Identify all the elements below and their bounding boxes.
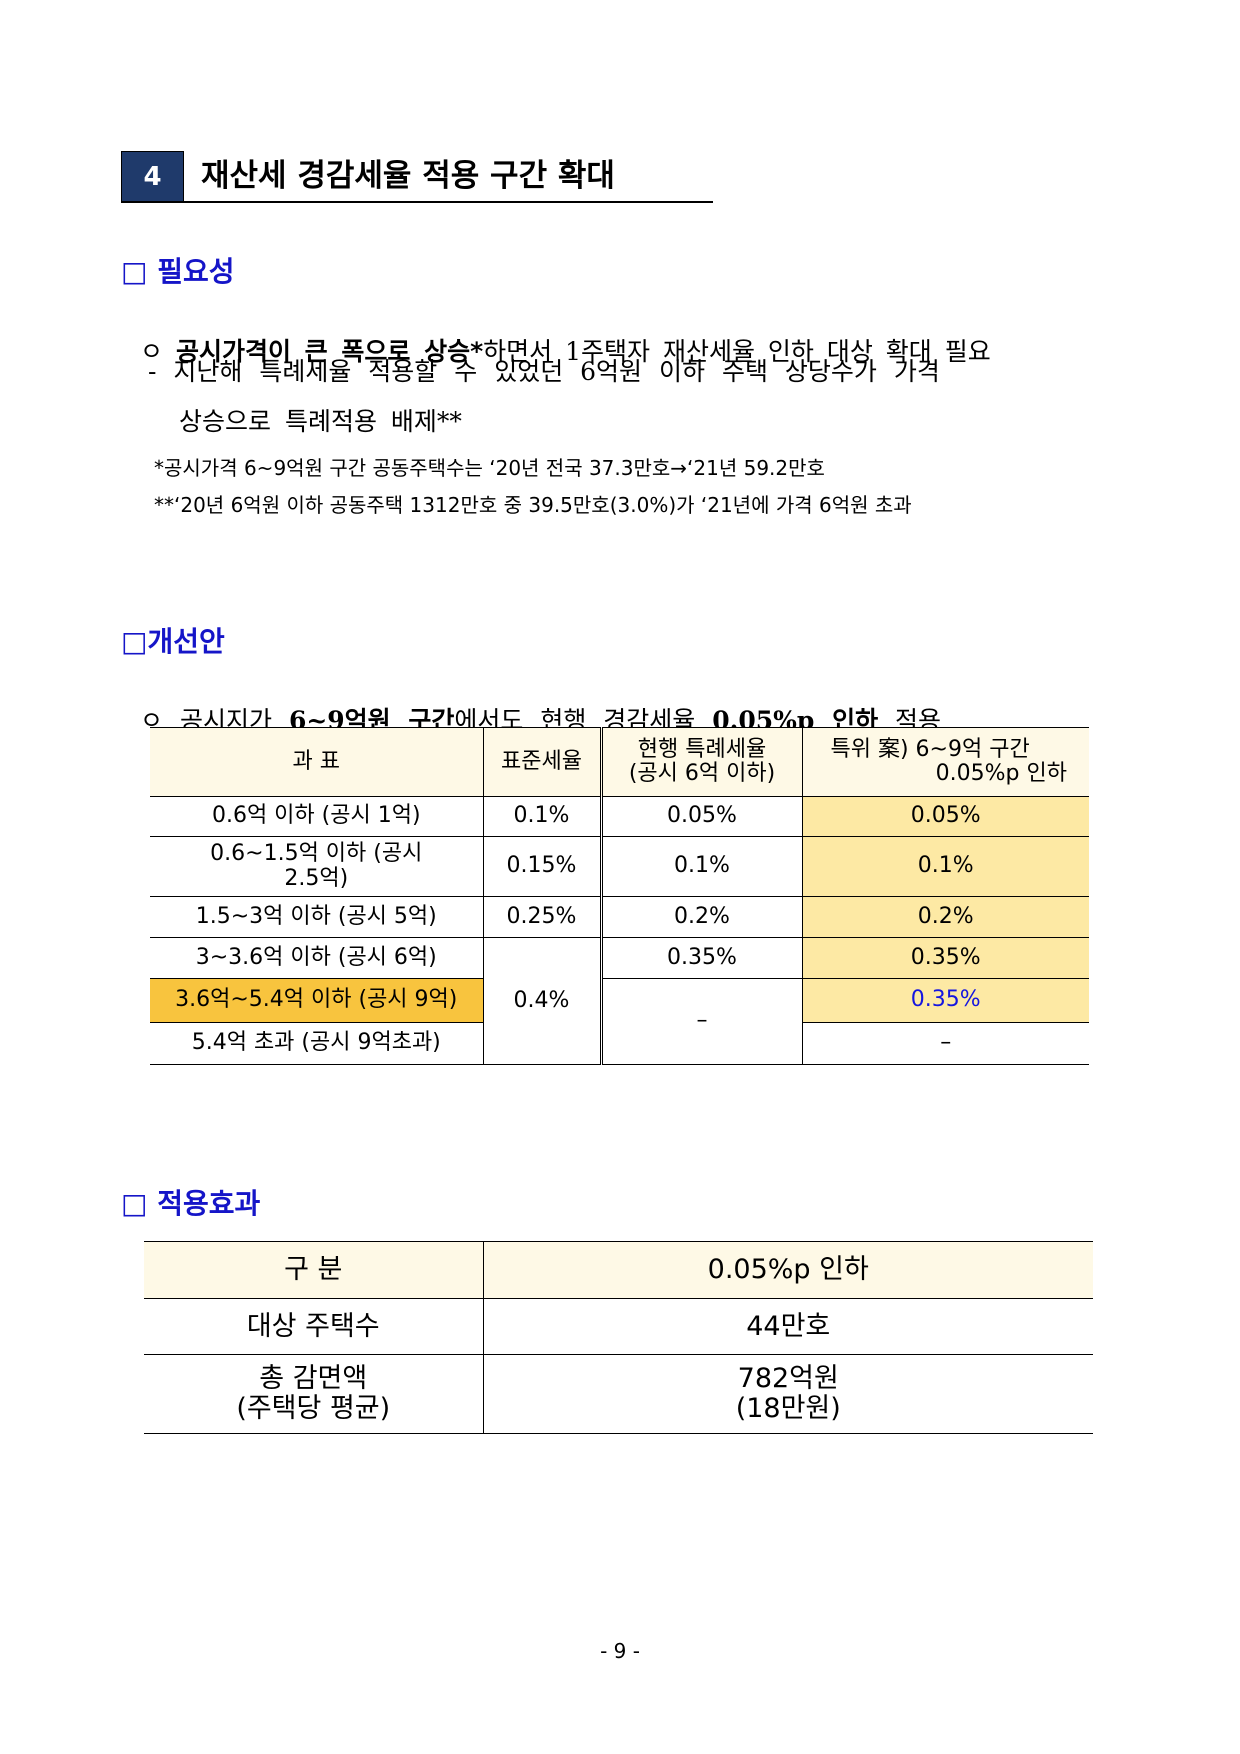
heading: □ 필요성 [121,255,235,288]
cell: 대상 주택수 [144,1298,483,1355]
header-text: 특위 案) 6~9억 구간 [830,736,1030,762]
note: *공시가격 6~9억원 구간 공동주택수는 ‘20년 전국 37.3만호→‘21… [154,456,825,480]
cell: 0.35% [801,978,1089,1023]
header-row: 과 표 표준세율 현행 특례세율 (공시 6억 이하) 특위 案) 6~9억 구간… [150,727,1089,797]
section-title: 재산세 경감세율 적용 구간 확대 [201,158,615,194]
bullet-mark: ㅇ [140,337,164,366]
header-text: 0.05%p 인하 [935,761,1067,786]
cell: 0.6억 이하 (공시 1억) [150,796,483,837]
sub-bullet-cont: 상승으로 특례적용 배제** [179,407,462,436]
cell-text: (주택당 평균) [236,1393,391,1424]
rate-table: 과 표 표준세율 현행 특례세율 (공시 6억 이하) 특위 案) 6~9억 구간… [150,727,1089,1065]
header-text: 표준세율 [501,748,582,774]
cell: 0.4% [482,937,601,1065]
row: 3~3.6억 이하 (공시 6억) 0.4% 0.35% 0.35% [150,937,1089,1065]
dash: - [148,357,157,386]
effect-table: 구 분 0.05%p 인하 대상 주택수 44만호 총 감면액 (주택당 평균) 782… [144,1241,1093,1434]
header-cell: 특위 案) 6~9억 구간 0.05%p 인하 [801,727,1089,797]
cell: 0.35% [599,937,802,979]
cell: 44만호 [482,1298,1093,1355]
title-underline [121,201,713,203]
cell: – [801,1022,1089,1065]
row: 0.6~1.5억 이하 (공시 2.5억) 0.15% 0.1% 0.1% [150,836,1089,897]
heading: □ 적용효과 [121,1187,261,1220]
header-text: (공시 6억 이하) [628,761,776,786]
cell: 0.35% [801,937,1089,979]
header-text: 과 표 [292,748,340,774]
row: 5.4억 초과 (공시 9억초과) – [150,1022,1089,1065]
cell: 0.05% [801,796,1089,837]
header-text: 현행 특례세율 [637,736,767,762]
cell: 1.5~3억 이하 (공시 5억) [150,896,483,938]
header-cell: 표준세율 [482,727,601,797]
cell: 0.1% [599,836,802,897]
cell: 0.6~1.5억 이하 (공시 2.5억) [150,836,483,897]
cell: 0.05% [599,796,802,837]
cell: 총 감면액 (주택당 평균) [144,1354,483,1434]
cell: – [599,978,802,1065]
row: 3.6억~5.4억 이하 (공시 9억) –0.35% [150,978,1089,1065]
note: **‘20년 6억원 이하 공동주택 1312만호 중 39.5만호(3.0%)… [154,493,912,517]
row: 1.5~3억 이하 (공시 5억) 0.25% 0.2% 0.2% [150,896,1089,938]
text: 지난해 특례세율 적용할 수 있었던 6억원 이하 주택 상당수가 가격 [173,357,940,386]
bullet: ㅇ 공시가격이 큰 폭으로 상승*하면서 1주택자 재산세율 인하 대상 확대 … [140,303,991,368]
row: 총 감면액 (주택당 평균) 782억원 (18만원) [144,1354,1093,1434]
cell: 3~3.6억 이하 (공시 6억) [150,937,483,979]
row: 0.6억 이하 (공시 1억) 0.1% 0.05% 0.05% [150,796,1089,837]
cell: 782억원 (18만원) [482,1354,1093,1434]
cell: 0.15% [482,836,601,897]
heading: □개선안 [121,625,225,658]
header-row: 구 분 0.05%p 인하 [144,1241,1093,1299]
header-cell: 과 표 [150,727,483,797]
cell: 3.6억~5.4억 이하 (공시 9억) [150,978,483,1023]
header-cell: 현행 특례세율 (공시 6억 이하) [599,727,802,797]
header-cell: 0.05%p 인하 [482,1241,1093,1299]
cell-text: 대상 주택수 [246,1310,380,1342]
cell-text: 총 감면액 [259,1363,368,1395]
page-number: - 9 - [600,1639,640,1663]
cell: 5.4억 초과 (공시 9억초과) [150,1022,483,1065]
cell: 0.2% [801,896,1089,938]
header-cell: 구 분 [144,1241,483,1299]
row: 대상 주택수 44만호 [144,1298,1093,1355]
bold-text: 공시가격이 큰 폭으로 상승* [175,337,484,366]
text: 하면서 1주택자 재산세율 인하 대상 확대 필요 [483,337,991,366]
cell-text: 44만호 [746,1310,831,1342]
cell-text: (18만원) [735,1393,841,1424]
cell-text: 782억원 [737,1363,839,1395]
cell: 0.1% [801,836,1089,897]
cell: 0.1% [482,796,601,837]
section-number: 4 [121,151,184,203]
sub-bullet: - 지난해 특례세율 적용할 수 있었던 6억원 이하 주택 상당수가 가격 [148,352,940,388]
cell: 0.2% [599,896,802,938]
cell: 0.25% [482,896,601,938]
